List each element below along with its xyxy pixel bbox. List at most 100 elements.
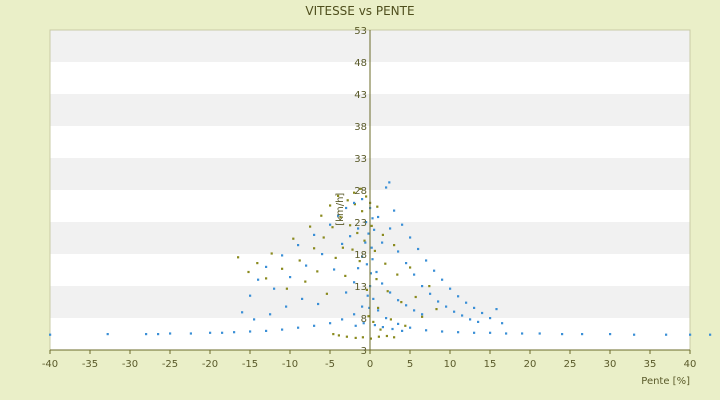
x-tick-label: -10 <box>282 359 298 370</box>
data-point <box>377 335 380 338</box>
data-point <box>269 313 272 316</box>
data-point <box>281 328 284 331</box>
data-point <box>297 326 300 329</box>
data-point <box>561 333 564 336</box>
data-point <box>265 329 268 332</box>
data-point <box>367 315 370 318</box>
data-point <box>289 276 292 279</box>
data-point <box>281 267 284 270</box>
data-point <box>366 294 369 297</box>
data-point <box>353 313 356 316</box>
data-point <box>209 331 212 334</box>
data-point <box>709 333 712 336</box>
data-point <box>469 318 472 321</box>
data-point <box>344 274 347 277</box>
x-tick-label: 40 <box>684 359 697 370</box>
data-point <box>322 236 325 239</box>
data-point <box>249 294 252 297</box>
data-point <box>473 331 476 334</box>
data-point <box>341 242 344 245</box>
data-point <box>401 329 404 332</box>
data-point <box>372 320 375 323</box>
data-point <box>346 199 349 202</box>
x-tick-label: 0 <box>367 359 373 370</box>
data-point <box>285 305 288 308</box>
data-point <box>385 334 388 338</box>
data-point <box>341 246 344 249</box>
data-point <box>357 267 360 270</box>
data-point <box>337 334 340 337</box>
data-point <box>362 322 365 325</box>
data-point <box>373 228 376 231</box>
data-point <box>273 287 276 290</box>
x-tick-label: -30 <box>122 359 138 370</box>
x-tick-label: -5 <box>325 359 335 370</box>
data-point <box>375 270 378 274</box>
data-point <box>364 241 367 244</box>
data-point <box>157 333 160 336</box>
data-point <box>361 336 364 339</box>
data-point <box>373 249 376 252</box>
data-point <box>331 226 334 229</box>
data-point <box>421 313 424 316</box>
data-point <box>375 278 378 281</box>
data-point <box>477 320 480 323</box>
data-point <box>265 277 268 280</box>
data-point <box>373 324 376 327</box>
y-tick-label: 28 <box>354 186 367 197</box>
data-point <box>329 204 332 207</box>
x-tick-label: 25 <box>564 359 577 370</box>
data-point <box>489 331 492 334</box>
data-point <box>381 241 384 244</box>
data-point <box>332 333 335 336</box>
data-point <box>421 285 424 288</box>
data-point <box>521 332 524 335</box>
data-point <box>379 328 382 331</box>
data-point <box>285 287 288 290</box>
data-point <box>391 327 394 331</box>
data-points <box>49 181 712 340</box>
x-tick-label: -35 <box>82 359 98 370</box>
data-point <box>413 309 416 312</box>
data-point <box>581 333 584 336</box>
x-tick-label: -15 <box>242 359 258 370</box>
data-point <box>365 288 368 291</box>
data-point <box>325 292 328 295</box>
data-point <box>292 237 295 240</box>
data-point <box>353 201 356 204</box>
data-point <box>309 225 312 228</box>
data-point <box>345 206 348 210</box>
data-point <box>189 332 192 335</box>
data-point <box>354 324 357 327</box>
data-point <box>356 231 359 235</box>
data-point <box>433 269 436 272</box>
data-point <box>371 217 374 220</box>
y-tick-label: 43 <box>354 90 367 101</box>
data-point <box>381 326 384 329</box>
x-tick-label: 5 <box>407 359 413 370</box>
data-point <box>388 181 391 184</box>
data-point <box>106 333 109 336</box>
x-tick-label: 20 <box>524 359 537 370</box>
data-point <box>368 306 371 309</box>
data-point <box>465 301 468 304</box>
data-point <box>425 329 428 332</box>
data-point <box>349 235 352 238</box>
data-point <box>633 333 636 336</box>
x-tick-label: 10 <box>444 359 457 370</box>
data-point <box>313 324 316 327</box>
data-point <box>405 262 408 265</box>
data-point <box>367 232 370 235</box>
data-point <box>341 318 344 321</box>
data-point <box>393 244 396 247</box>
x-tick-label: -20 <box>202 359 218 370</box>
data-point <box>345 291 348 294</box>
data-point <box>441 278 444 281</box>
data-point <box>461 314 464 317</box>
data-point <box>404 324 407 327</box>
data-point <box>237 256 240 259</box>
data-point <box>337 214 340 217</box>
data-point <box>501 322 504 325</box>
